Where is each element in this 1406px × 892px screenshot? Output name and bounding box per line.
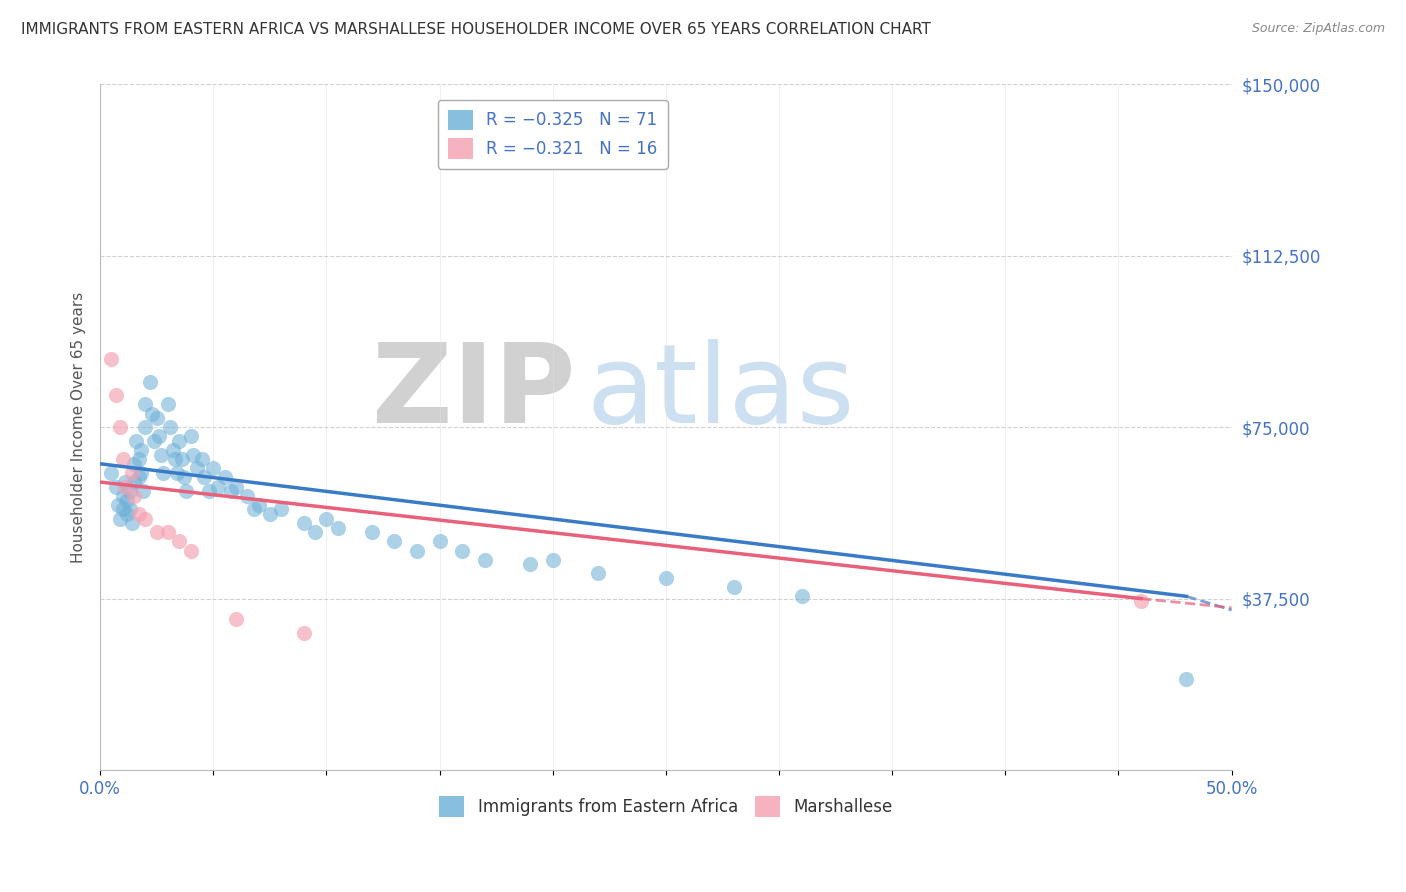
Point bbox=[166, 466, 188, 480]
Point bbox=[304, 525, 326, 540]
Text: atlas: atlas bbox=[586, 340, 855, 446]
Point bbox=[100, 351, 122, 366]
Point bbox=[451, 543, 474, 558]
Point bbox=[655, 571, 678, 585]
Point bbox=[150, 448, 173, 462]
Point bbox=[170, 452, 193, 467]
Point bbox=[221, 484, 243, 499]
Point bbox=[110, 420, 132, 434]
Point bbox=[202, 461, 225, 475]
Point bbox=[148, 429, 170, 443]
Point bbox=[181, 448, 204, 462]
Point bbox=[121, 466, 143, 480]
Point bbox=[125, 434, 148, 448]
Point bbox=[145, 411, 167, 425]
Point bbox=[114, 480, 136, 494]
Point bbox=[382, 534, 405, 549]
Point bbox=[104, 388, 127, 402]
Point bbox=[118, 502, 141, 516]
Point bbox=[243, 502, 266, 516]
Point bbox=[128, 452, 150, 467]
Point bbox=[134, 511, 156, 525]
Point bbox=[134, 397, 156, 411]
Point bbox=[104, 480, 127, 494]
Point bbox=[122, 489, 145, 503]
Point bbox=[207, 480, 229, 494]
Point bbox=[107, 498, 129, 512]
Point bbox=[429, 534, 451, 549]
Point bbox=[225, 480, 247, 494]
Point bbox=[270, 502, 292, 516]
Point bbox=[111, 502, 134, 516]
Point bbox=[128, 507, 150, 521]
Point bbox=[159, 420, 181, 434]
Point bbox=[474, 553, 496, 567]
Point bbox=[132, 484, 155, 499]
Point bbox=[121, 516, 143, 531]
Point bbox=[1175, 672, 1198, 686]
Point bbox=[225, 612, 247, 626]
Point bbox=[169, 434, 191, 448]
Point bbox=[360, 525, 382, 540]
Text: IMMIGRANTS FROM EASTERN AFRICA VS MARSHALLESE HOUSEHOLDER INCOME OVER 65 YEARS C: IMMIGRANTS FROM EASTERN AFRICA VS MARSHA… bbox=[21, 22, 931, 37]
Point bbox=[145, 525, 167, 540]
Point bbox=[122, 457, 145, 471]
Point bbox=[292, 516, 315, 531]
Point bbox=[111, 489, 134, 503]
Point bbox=[259, 507, 281, 521]
Point bbox=[174, 484, 197, 499]
Point bbox=[197, 484, 219, 499]
Point bbox=[117, 493, 139, 508]
Point bbox=[315, 511, 337, 525]
Text: ZIP: ZIP bbox=[373, 340, 575, 446]
Point bbox=[173, 470, 195, 484]
Point bbox=[1130, 594, 1153, 608]
Point bbox=[162, 443, 184, 458]
Point bbox=[157, 525, 180, 540]
Point bbox=[790, 590, 813, 604]
Point bbox=[326, 521, 349, 535]
Point bbox=[152, 466, 174, 480]
Point bbox=[186, 461, 208, 475]
Point bbox=[141, 407, 163, 421]
Point bbox=[110, 511, 132, 525]
Point bbox=[122, 475, 145, 489]
Text: Source: ZipAtlas.com: Source: ZipAtlas.com bbox=[1251, 22, 1385, 36]
Point bbox=[519, 558, 541, 572]
Point bbox=[134, 420, 156, 434]
Point bbox=[111, 452, 134, 467]
Point bbox=[214, 470, 236, 484]
Point bbox=[128, 470, 150, 484]
Point bbox=[180, 429, 202, 443]
Point bbox=[180, 543, 202, 558]
Point bbox=[406, 543, 429, 558]
Point bbox=[236, 489, 259, 503]
Point bbox=[157, 397, 180, 411]
Point bbox=[193, 470, 215, 484]
Point bbox=[169, 534, 191, 549]
Point bbox=[723, 580, 745, 594]
Point bbox=[118, 484, 141, 499]
Y-axis label: Householder Income Over 65 years: Householder Income Over 65 years bbox=[72, 292, 86, 563]
Point bbox=[586, 566, 609, 581]
Point bbox=[191, 452, 214, 467]
Point bbox=[114, 475, 136, 489]
Point bbox=[143, 434, 166, 448]
Point bbox=[139, 375, 162, 389]
Point bbox=[129, 443, 152, 458]
Point bbox=[100, 466, 122, 480]
Point bbox=[292, 626, 315, 640]
Point bbox=[541, 553, 564, 567]
Point bbox=[129, 466, 152, 480]
Legend: Immigrants from Eastern Africa, Marshallese: Immigrants from Eastern Africa, Marshall… bbox=[433, 789, 898, 823]
Point bbox=[117, 507, 139, 521]
Point bbox=[247, 498, 270, 512]
Point bbox=[163, 452, 186, 467]
